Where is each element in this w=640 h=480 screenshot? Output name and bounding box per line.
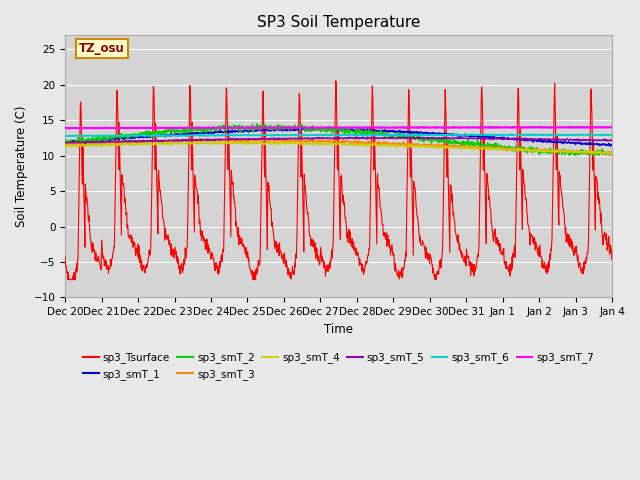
sp3_smT_7 [61, 125, 69, 131]
sp3_smT_2 [543, 149, 551, 155]
sp3_smT_3 [61, 142, 69, 148]
sp3_smT_4 [543, 147, 551, 153]
sp3_smT_1 [495, 134, 503, 140]
sp3_smT_2 [495, 142, 503, 148]
sp3_Tsurface [496, 248, 504, 254]
Line: sp3_smT_1: sp3_smT_1 [65, 128, 612, 146]
sp3_Tsurface [183, 245, 191, 251]
sp3_smT_1 [61, 141, 69, 146]
sp3_smT_4 [183, 141, 191, 147]
sp3_smT_6 [424, 132, 431, 138]
Line: sp3_smT_2: sp3_smT_2 [65, 124, 612, 156]
sp3_smT_3 [608, 150, 616, 156]
sp3_smT_7 [164, 126, 172, 132]
Title: SP3 Soil Temperature: SP3 Soil Temperature [257, 15, 420, 30]
sp3_smT_7 [170, 125, 178, 131]
sp3_smT_3 [602, 152, 610, 157]
sp3_smT_2 [424, 136, 431, 142]
sp3_smT_6 [608, 132, 616, 138]
sp3_smT_6 [111, 133, 118, 139]
sp3_smT_1 [244, 127, 252, 133]
Line: sp3_smT_5: sp3_smT_5 [65, 137, 612, 144]
sp3_smT_5 [81, 141, 88, 146]
sp3_smT_6 [61, 133, 69, 139]
sp3_smT_5 [544, 137, 552, 143]
sp3_smT_7 [608, 124, 616, 130]
sp3_smT_3 [495, 145, 503, 151]
sp3_Tsurface [170, 249, 178, 254]
sp3_smT_1 [330, 125, 338, 131]
sp3_smT_6 [170, 133, 178, 139]
sp3_Tsurface [64, 277, 72, 283]
X-axis label: Time: Time [324, 323, 353, 336]
sp3_smT_7 [567, 124, 575, 130]
sp3_smT_3 [424, 142, 431, 148]
sp3_smT_7 [495, 124, 503, 130]
Y-axis label: Soil Temperature (C): Soil Temperature (C) [15, 106, 28, 227]
sp3_smT_5 [183, 137, 191, 143]
sp3_smT_3 [183, 138, 191, 144]
sp3_smT_1 [424, 130, 431, 136]
sp3_smT_4 [61, 143, 69, 148]
sp3_smT_5 [496, 136, 504, 142]
sp3_smT_6 [496, 132, 504, 138]
sp3_smT_4 [264, 138, 271, 144]
sp3_smT_2 [608, 149, 616, 155]
sp3_Tsurface [544, 269, 552, 275]
sp3_smT_4 [608, 149, 616, 155]
Line: sp3_smT_7: sp3_smT_7 [65, 127, 612, 129]
sp3_smT_7 [183, 125, 191, 131]
sp3_smT_4 [170, 140, 177, 146]
sp3_smT_4 [424, 143, 431, 148]
sp3_Tsurface [424, 257, 432, 263]
sp3_smT_6 [183, 133, 191, 139]
sp3_smT_5 [608, 138, 616, 144]
sp3_smT_4 [596, 151, 604, 156]
sp3_Tsurface [332, 78, 340, 84]
sp3_Tsurface [244, 257, 252, 263]
sp3_smT_2 [606, 153, 614, 158]
sp3_smT_5 [61, 140, 69, 145]
sp3_smT_4 [244, 140, 252, 146]
sp3_smT_5 [424, 135, 432, 141]
sp3_smT_6 [244, 132, 252, 138]
sp3_smT_1 [608, 142, 616, 148]
sp3_smT_2 [253, 121, 261, 127]
Line: sp3_smT_4: sp3_smT_4 [65, 141, 612, 154]
sp3_smT_3 [543, 146, 551, 152]
sp3_smT_6 [486, 132, 493, 137]
sp3_smT_3 [238, 135, 246, 141]
sp3_smT_3 [170, 139, 177, 145]
Legend: sp3_Tsurface, sp3_smT_1, sp3_smT_2, sp3_smT_3, sp3_smT_4, sp3_smT_5, sp3_smT_6, : sp3_Tsurface, sp3_smT_1, sp3_smT_2, sp3_… [79, 348, 598, 384]
sp3_smT_5 [244, 136, 252, 142]
sp3_smT_2 [170, 128, 177, 134]
sp3_smT_5 [359, 134, 367, 140]
sp3_smT_4 [495, 146, 503, 152]
sp3_smT_1 [170, 132, 177, 137]
sp3_smT_7 [543, 124, 551, 130]
sp3_Tsurface [608, 248, 616, 253]
sp3_smT_6 [544, 132, 552, 138]
sp3_smT_7 [244, 125, 252, 131]
sp3_smT_1 [183, 130, 191, 136]
Line: sp3_Tsurface: sp3_Tsurface [65, 81, 612, 280]
Line: sp3_smT_6: sp3_smT_6 [65, 134, 612, 136]
sp3_smT_3 [244, 139, 252, 144]
Text: TZ_osu: TZ_osu [79, 42, 125, 55]
sp3_smT_2 [61, 137, 69, 143]
Line: sp3_smT_3: sp3_smT_3 [65, 138, 612, 155]
sp3_smT_2 [244, 125, 252, 131]
sp3_Tsurface [61, 253, 69, 259]
sp3_smT_7 [424, 124, 431, 130]
sp3_smT_1 [606, 144, 614, 149]
sp3_smT_1 [543, 139, 551, 144]
sp3_smT_5 [170, 138, 178, 144]
sp3_smT_2 [183, 129, 191, 135]
